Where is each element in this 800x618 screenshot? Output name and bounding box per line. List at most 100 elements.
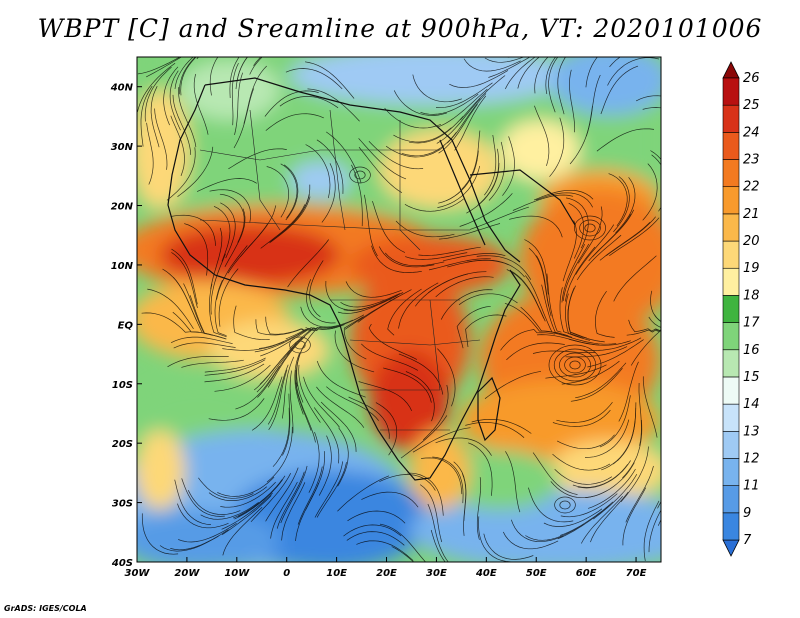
- streamline: [170, 529, 229, 551]
- streamline: [181, 478, 225, 517]
- streamline: [316, 386, 365, 428]
- streamline: [578, 206, 603, 264]
- streamline: [458, 293, 518, 306]
- streamline: [276, 471, 305, 529]
- streamline: [461, 130, 481, 190]
- streamline: [609, 217, 660, 256]
- colorbar-level-label: 19: [743, 261, 760, 276]
- colorbar-level-label: 9: [743, 506, 751, 521]
- streamline: [435, 276, 494, 298]
- colorbar-level-label: 14: [743, 397, 760, 412]
- streamline: [395, 220, 455, 238]
- streamline: [162, 268, 197, 321]
- streamline: [260, 204, 306, 249]
- streamline: [208, 486, 268, 501]
- streamline: [210, 227, 223, 290]
- streamline: [459, 193, 513, 227]
- streamline: [476, 477, 482, 540]
- longitude-axis: 30W 20W 10W 0 10E 20E 30E 40E 50E 60E 70E: [125, 557, 647, 579]
- streamline: [209, 283, 227, 338]
- streamline: [257, 346, 295, 398]
- streamline: [428, 258, 491, 271]
- lon-tick-label: 20E: [376, 568, 397, 579]
- streamline: [534, 57, 549, 94]
- streamline: [137, 62, 176, 113]
- streamline: [568, 202, 585, 259]
- streamline: [183, 283, 213, 336]
- streamline: [204, 363, 265, 383]
- streamline: [289, 370, 294, 434]
- streamline: [506, 269, 545, 319]
- streamline: [216, 245, 248, 300]
- streamline: [371, 245, 422, 273]
- streamline: [393, 127, 452, 143]
- vortex-ring: [559, 500, 571, 510]
- streamline: [506, 342, 565, 361]
- streamline: [456, 305, 491, 349]
- streamline: [545, 57, 557, 95]
- streamline: [651, 154, 661, 212]
- streamline: [214, 364, 271, 392]
- streamline: [567, 285, 584, 339]
- streamline: [321, 163, 336, 223]
- streamline: [306, 279, 336, 324]
- streamline: [422, 384, 449, 441]
- streamline: [537, 334, 600, 346]
- streamline: [454, 95, 487, 151]
- streamline: [150, 86, 160, 148]
- streamline: [358, 138, 407, 180]
- colorbar-swatch: [722, 267, 740, 296]
- streamline: [347, 510, 406, 524]
- streamline: [171, 248, 198, 305]
- streamline: [500, 329, 555, 351]
- streamline: [569, 69, 576, 133]
- streamline: [170, 115, 185, 177]
- colorbar-level-label: 12: [743, 451, 760, 466]
- lon-tick-label: 70E: [626, 568, 647, 579]
- streamline: [325, 131, 362, 184]
- streamline: [172, 94, 192, 155]
- streamline: [552, 409, 611, 427]
- latitude-axis: 40N 30N 20N 10N EQ 10S 20S 30S 40S: [110, 83, 142, 569]
- streamline: [550, 481, 608, 499]
- colorbar-min-triangle: [722, 539, 740, 557]
- streamline: [484, 134, 497, 196]
- streamline: [404, 198, 464, 212]
- streamline: [419, 484, 443, 543]
- streamline: [280, 465, 308, 524]
- streamline: [596, 128, 655, 152]
- lon-tick-label: 10W: [224, 568, 250, 579]
- streamline: [405, 371, 435, 422]
- streamlines: [137, 57, 661, 562]
- streamline: [505, 451, 521, 513]
- streamline: [250, 473, 292, 523]
- streamline: [648, 509, 661, 553]
- streamline: [625, 465, 654, 523]
- streamline: [562, 220, 577, 282]
- streamline: [532, 452, 578, 495]
- colorbar-swatch: [722, 458, 740, 486]
- streamline: [430, 529, 446, 562]
- vortex-ring: [559, 352, 591, 378]
- vortex-ring: [554, 496, 576, 514]
- colorbar-swatch: [722, 295, 740, 323]
- streamline: [622, 419, 643, 479]
- streamline: [400, 415, 448, 459]
- streamline: [220, 481, 276, 508]
- streamline: [587, 468, 636, 509]
- streamline: [528, 487, 574, 523]
- streamline: [575, 224, 615, 275]
- streamline: [235, 365, 280, 410]
- streamline: [303, 376, 340, 428]
- streamline: [576, 234, 622, 281]
- streamline: [173, 342, 236, 349]
- streamline: [559, 287, 581, 338]
- streamline: [269, 196, 311, 244]
- streamline: [214, 279, 227, 337]
- streamline: [213, 205, 231, 262]
- streamline: [208, 398, 265, 421]
- streamline: [200, 502, 259, 520]
- streamline: [504, 57, 536, 90]
- streamline: [375, 402, 398, 456]
